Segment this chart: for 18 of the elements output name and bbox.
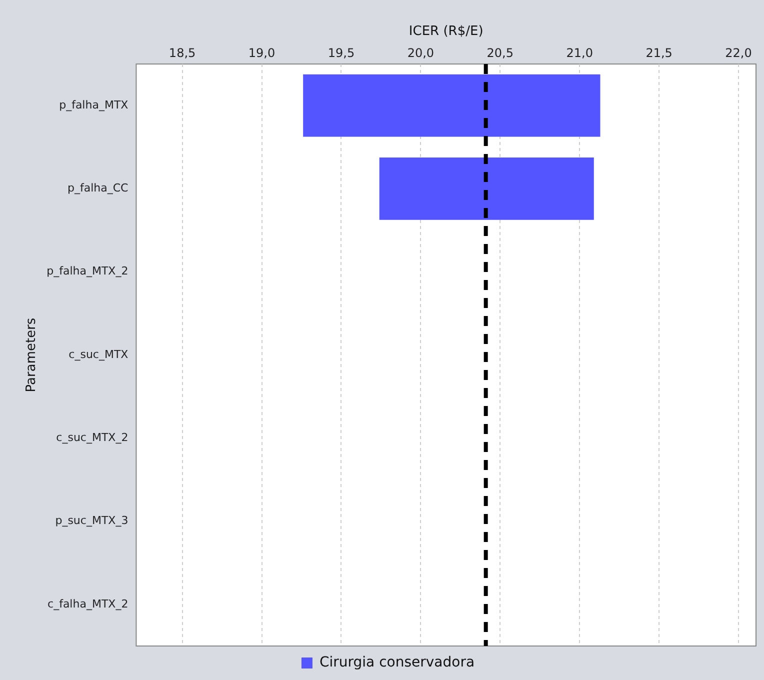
y-tick-label: p_falha_CC (67, 182, 129, 195)
x-axis-title: ICER (R$/E) (408, 24, 484, 40)
x-tick-label: 20,5 (486, 46, 514, 60)
y-tick-label: c_suc_MTX (68, 348, 129, 361)
x-tick-label: 20,0 (407, 46, 434, 60)
x-tick-label: 21,0 (566, 46, 593, 60)
y-tick-label: p_falha_MTX_2 (46, 264, 128, 278)
x-tick-label: 22,0 (725, 46, 752, 60)
x-tick-label: 19,0 (248, 46, 276, 60)
x-tick-label: 19,5 (328, 46, 355, 60)
x-tick-label: 21,5 (646, 46, 672, 60)
x-tick-label: 18,5 (168, 46, 196, 60)
legend-label: Cirurgia conservadora (319, 654, 475, 671)
y-tick-label: c_falha_MTX_2 (48, 597, 128, 610)
y-axis-title: Parameters (24, 318, 40, 392)
y-tick-label: p_suc_MTX_3 (55, 514, 128, 528)
y-tick-label: p_falha_MTX (59, 98, 129, 112)
y-tick-label: c_suc_MTX_2 (56, 431, 128, 444)
